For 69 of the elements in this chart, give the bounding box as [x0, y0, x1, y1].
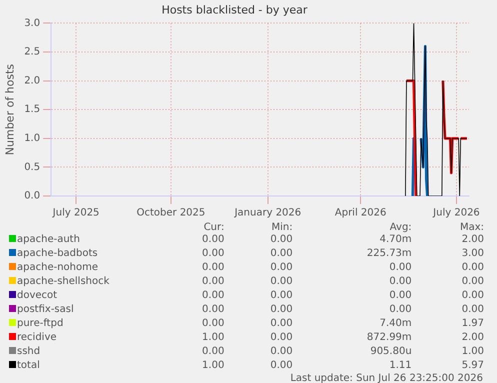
- text: 0.00: [201, 247, 226, 261]
- text: 0.00: [460, 303, 485, 317]
- text: 0.00: [269, 331, 294, 345]
- x-tick-label: July 2026: [432, 208, 480, 219]
- legend-label: sshd: [17, 346, 40, 357]
- text: 0.00: [201, 233, 226, 247]
- x-tick-label: April 2026: [334, 208, 386, 219]
- y-tick-label: 2.0: [24, 75, 40, 86]
- text: 0.00: [201, 275, 226, 289]
- text: 2.00: [460, 331, 485, 345]
- legend-label: apache-nohome: [17, 262, 98, 273]
- text: 0.00: [269, 289, 294, 303]
- chart-title: Hosts blacklisted - by year: [162, 3, 308, 16]
- text: 1.97: [460, 317, 485, 331]
- y-tick-label: 0.5: [24, 162, 40, 173]
- text: 3.00: [460, 247, 485, 261]
- text: 1.00: [201, 331, 226, 345]
- text: 0.00: [388, 261, 413, 275]
- text: 225.73m: [366, 247, 413, 261]
- legend-label: recidive: [17, 332, 57, 343]
- legend-label: pure-ftpd: [17, 318, 64, 329]
- legend-label: postfix-sasl: [17, 304, 74, 315]
- y-axis-title: Number of hosts: [3, 64, 16, 156]
- text: 0.00: [201, 345, 226, 359]
- text: Avg:: [388, 222, 413, 233]
- text: 2.00: [460, 233, 485, 247]
- legend-label: apache-shellshock: [17, 276, 110, 287]
- legend-label: apache-badbots: [17, 248, 98, 259]
- x-tick-label: October 2025: [136, 208, 206, 219]
- text: 872.99m: [366, 331, 413, 345]
- text: 4.70m: [378, 233, 413, 247]
- text: 1.11: [388, 359, 413, 373]
- text: 0.00: [269, 303, 294, 317]
- text: 0.00: [269, 359, 294, 373]
- text: 0.00: [269, 261, 294, 275]
- text: 0.00: [388, 289, 413, 303]
- text: 1.00: [460, 345, 485, 359]
- text: 0.00: [460, 289, 485, 303]
- text: Cur:: [202, 222, 226, 233]
- x-tick-label: January 2026: [234, 208, 302, 219]
- text: 0.00: [201, 317, 226, 331]
- text: 0.00: [269, 275, 294, 289]
- text: 0.00: [201, 303, 226, 317]
- text: 0.00: [269, 233, 294, 247]
- legend-label: apache-auth: [17, 234, 80, 245]
- legend-label: total: [17, 360, 40, 371]
- y-tick-label: 3.0: [24, 18, 40, 29]
- text: 1.00: [201, 359, 226, 373]
- text: 7.40m: [378, 317, 413, 331]
- y-tick-label: 2.5: [24, 46, 40, 58]
- text: 0.00: [388, 303, 413, 317]
- text: 0.00: [269, 345, 294, 359]
- y-tick-label: 1.5: [24, 104, 40, 116]
- y-tick-label: 0.0: [24, 190, 40, 202]
- text: 5.97: [460, 359, 485, 373]
- text: 0.00: [460, 261, 485, 275]
- x-tick-label: July 2025: [52, 208, 100, 219]
- y-tick-label: 1.0: [24, 132, 40, 144]
- text: 0.00: [269, 247, 294, 261]
- text: Min:: [270, 222, 294, 233]
- text: Last update: Sun Jul 26 23:25:00 2026: [289, 373, 484, 383]
- text: 0.00: [460, 275, 485, 289]
- legend-label: dovecot: [17, 290, 58, 301]
- text: 0.00: [201, 289, 226, 303]
- text: 0.00: [269, 317, 294, 331]
- text: Max:: [458, 222, 485, 233]
- text: 0.00: [201, 261, 226, 275]
- text: 905.80u: [369, 345, 413, 359]
- text: 0.00: [388, 275, 413, 289]
